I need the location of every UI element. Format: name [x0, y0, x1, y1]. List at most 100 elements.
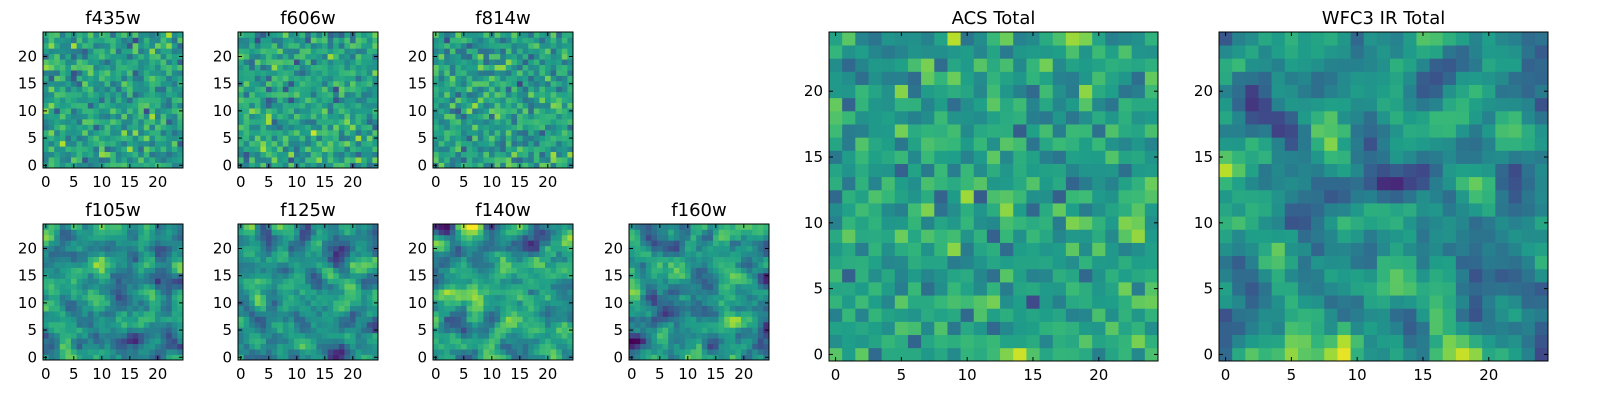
heatmap-cell — [260, 140, 267, 147]
heatmap-cell — [282, 53, 289, 60]
heatmap-cell — [282, 300, 289, 306]
heatmap-cell — [522, 278, 529, 285]
heatmap-cell — [266, 327, 272, 334]
heatmap-cell — [477, 294, 484, 301]
heatmap-cell — [1144, 308, 1159, 322]
heatmap-cell — [143, 140, 150, 147]
heatmap-cell — [71, 97, 77, 104]
heatmap-cell — [472, 354, 479, 361]
heatmap-cell — [344, 234, 351, 241]
heatmap-cell — [466, 354, 473, 361]
heatmap-cell — [310, 32, 317, 38]
heatmap-cell — [132, 157, 139, 163]
heatmap-cell — [127, 262, 133, 268]
heatmap-cell — [177, 129, 184, 136]
heatmap-cell — [249, 229, 256, 236]
heatmap-cell — [171, 64, 178, 71]
heatmap-cell — [155, 267, 161, 274]
heatmap-cell — [121, 91, 128, 98]
heatmap-cell — [545, 108, 551, 114]
heatmap-cell — [327, 124, 334, 131]
heatmap-cell — [986, 242, 1001, 257]
heatmap-cell — [277, 146, 284, 153]
heatmap-cell — [48, 321, 55, 328]
heatmap-cell — [986, 229, 1001, 243]
heatmap-cell — [355, 113, 362, 120]
heatmap-cell — [477, 86, 484, 93]
heatmap-cell — [288, 229, 295, 236]
heatmap-cell — [657, 262, 663, 268]
heatmap-cell — [629, 332, 635, 339]
heatmap-cell — [511, 327, 518, 334]
heatmap-cell — [685, 245, 691, 252]
heatmap-cell — [59, 300, 66, 306]
heatmap-cell — [310, 278, 317, 285]
heatmap-cells — [43, 224, 184, 361]
heatmap-cell — [461, 53, 467, 60]
heatmap-cell — [160, 157, 167, 163]
heatmap-cell — [177, 256, 184, 263]
heatmap-cell — [121, 113, 128, 120]
heatmap-cell — [299, 305, 306, 312]
heatmap-cell — [87, 332, 94, 339]
heatmap-cell — [266, 234, 272, 241]
heatmap-cell — [294, 135, 300, 142]
heatmap-cell — [907, 216, 922, 230]
heatmap-cell — [634, 256, 641, 263]
heatmap-cell — [87, 64, 94, 71]
heatmap-cell — [322, 343, 328, 350]
heatmap-cell — [121, 162, 128, 169]
heatmap-cell — [254, 32, 261, 38]
heatmap-cell — [372, 151, 379, 158]
heatmap-cell — [238, 256, 244, 263]
heatmap-cell — [87, 70, 94, 76]
heatmap-cell — [438, 262, 445, 268]
heatmap-cell — [82, 42, 89, 49]
heatmap-cell — [138, 59, 145, 65]
heatmap-cell — [350, 294, 356, 301]
heatmap-cell — [528, 113, 535, 120]
heatmap-cell — [561, 278, 568, 285]
heatmap-cell — [741, 229, 747, 236]
heatmap-cell — [500, 278, 507, 285]
heatmap-cell — [127, 289, 133, 296]
heatmap-cell — [76, 338, 83, 345]
heatmap-cell — [294, 234, 300, 241]
chart-title: f105w — [85, 200, 140, 221]
heatmap-cells — [629, 224, 770, 361]
heatmap-cell — [238, 119, 244, 125]
heatmap-cell — [121, 289, 128, 296]
heatmap-cell — [366, 146, 373, 153]
heatmap-cell — [316, 262, 323, 268]
heatmap-cell — [110, 32, 117, 38]
heatmap-cell — [679, 343, 686, 350]
heatmap-cell — [550, 343, 557, 350]
heatmap-cell — [282, 140, 289, 147]
heatmap-cell — [160, 294, 167, 301]
heatmap-cell — [166, 332, 173, 339]
heatmap-cell — [494, 349, 501, 355]
heatmap-cell — [160, 251, 167, 257]
heatmap-cell — [305, 294, 312, 301]
heatmap-cell — [282, 97, 289, 104]
heatmap-cell — [138, 283, 145, 290]
heatmap-cell — [528, 70, 535, 76]
heatmap-cell — [350, 289, 356, 296]
heatmap-cell — [99, 151, 105, 158]
heatmap-cell — [82, 294, 89, 301]
heatmap-cell — [338, 338, 345, 345]
heatmap-cell — [310, 262, 317, 268]
heatmap-cell — [110, 157, 117, 163]
heatmap-cell — [713, 311, 719, 317]
heatmap-cell — [260, 119, 267, 125]
heatmap-cell — [282, 135, 289, 142]
heatmap-cell — [752, 267, 759, 274]
heatmap-cell — [500, 102, 507, 109]
heatmap-cell — [138, 32, 145, 38]
heatmap-cell — [461, 75, 467, 82]
heatmap-cell — [243, 97, 250, 104]
heatmap-cell — [93, 289, 100, 296]
heatmap-cell — [685, 256, 691, 263]
heatmap-cell — [947, 216, 961, 230]
heatmap-cell — [629, 256, 635, 263]
